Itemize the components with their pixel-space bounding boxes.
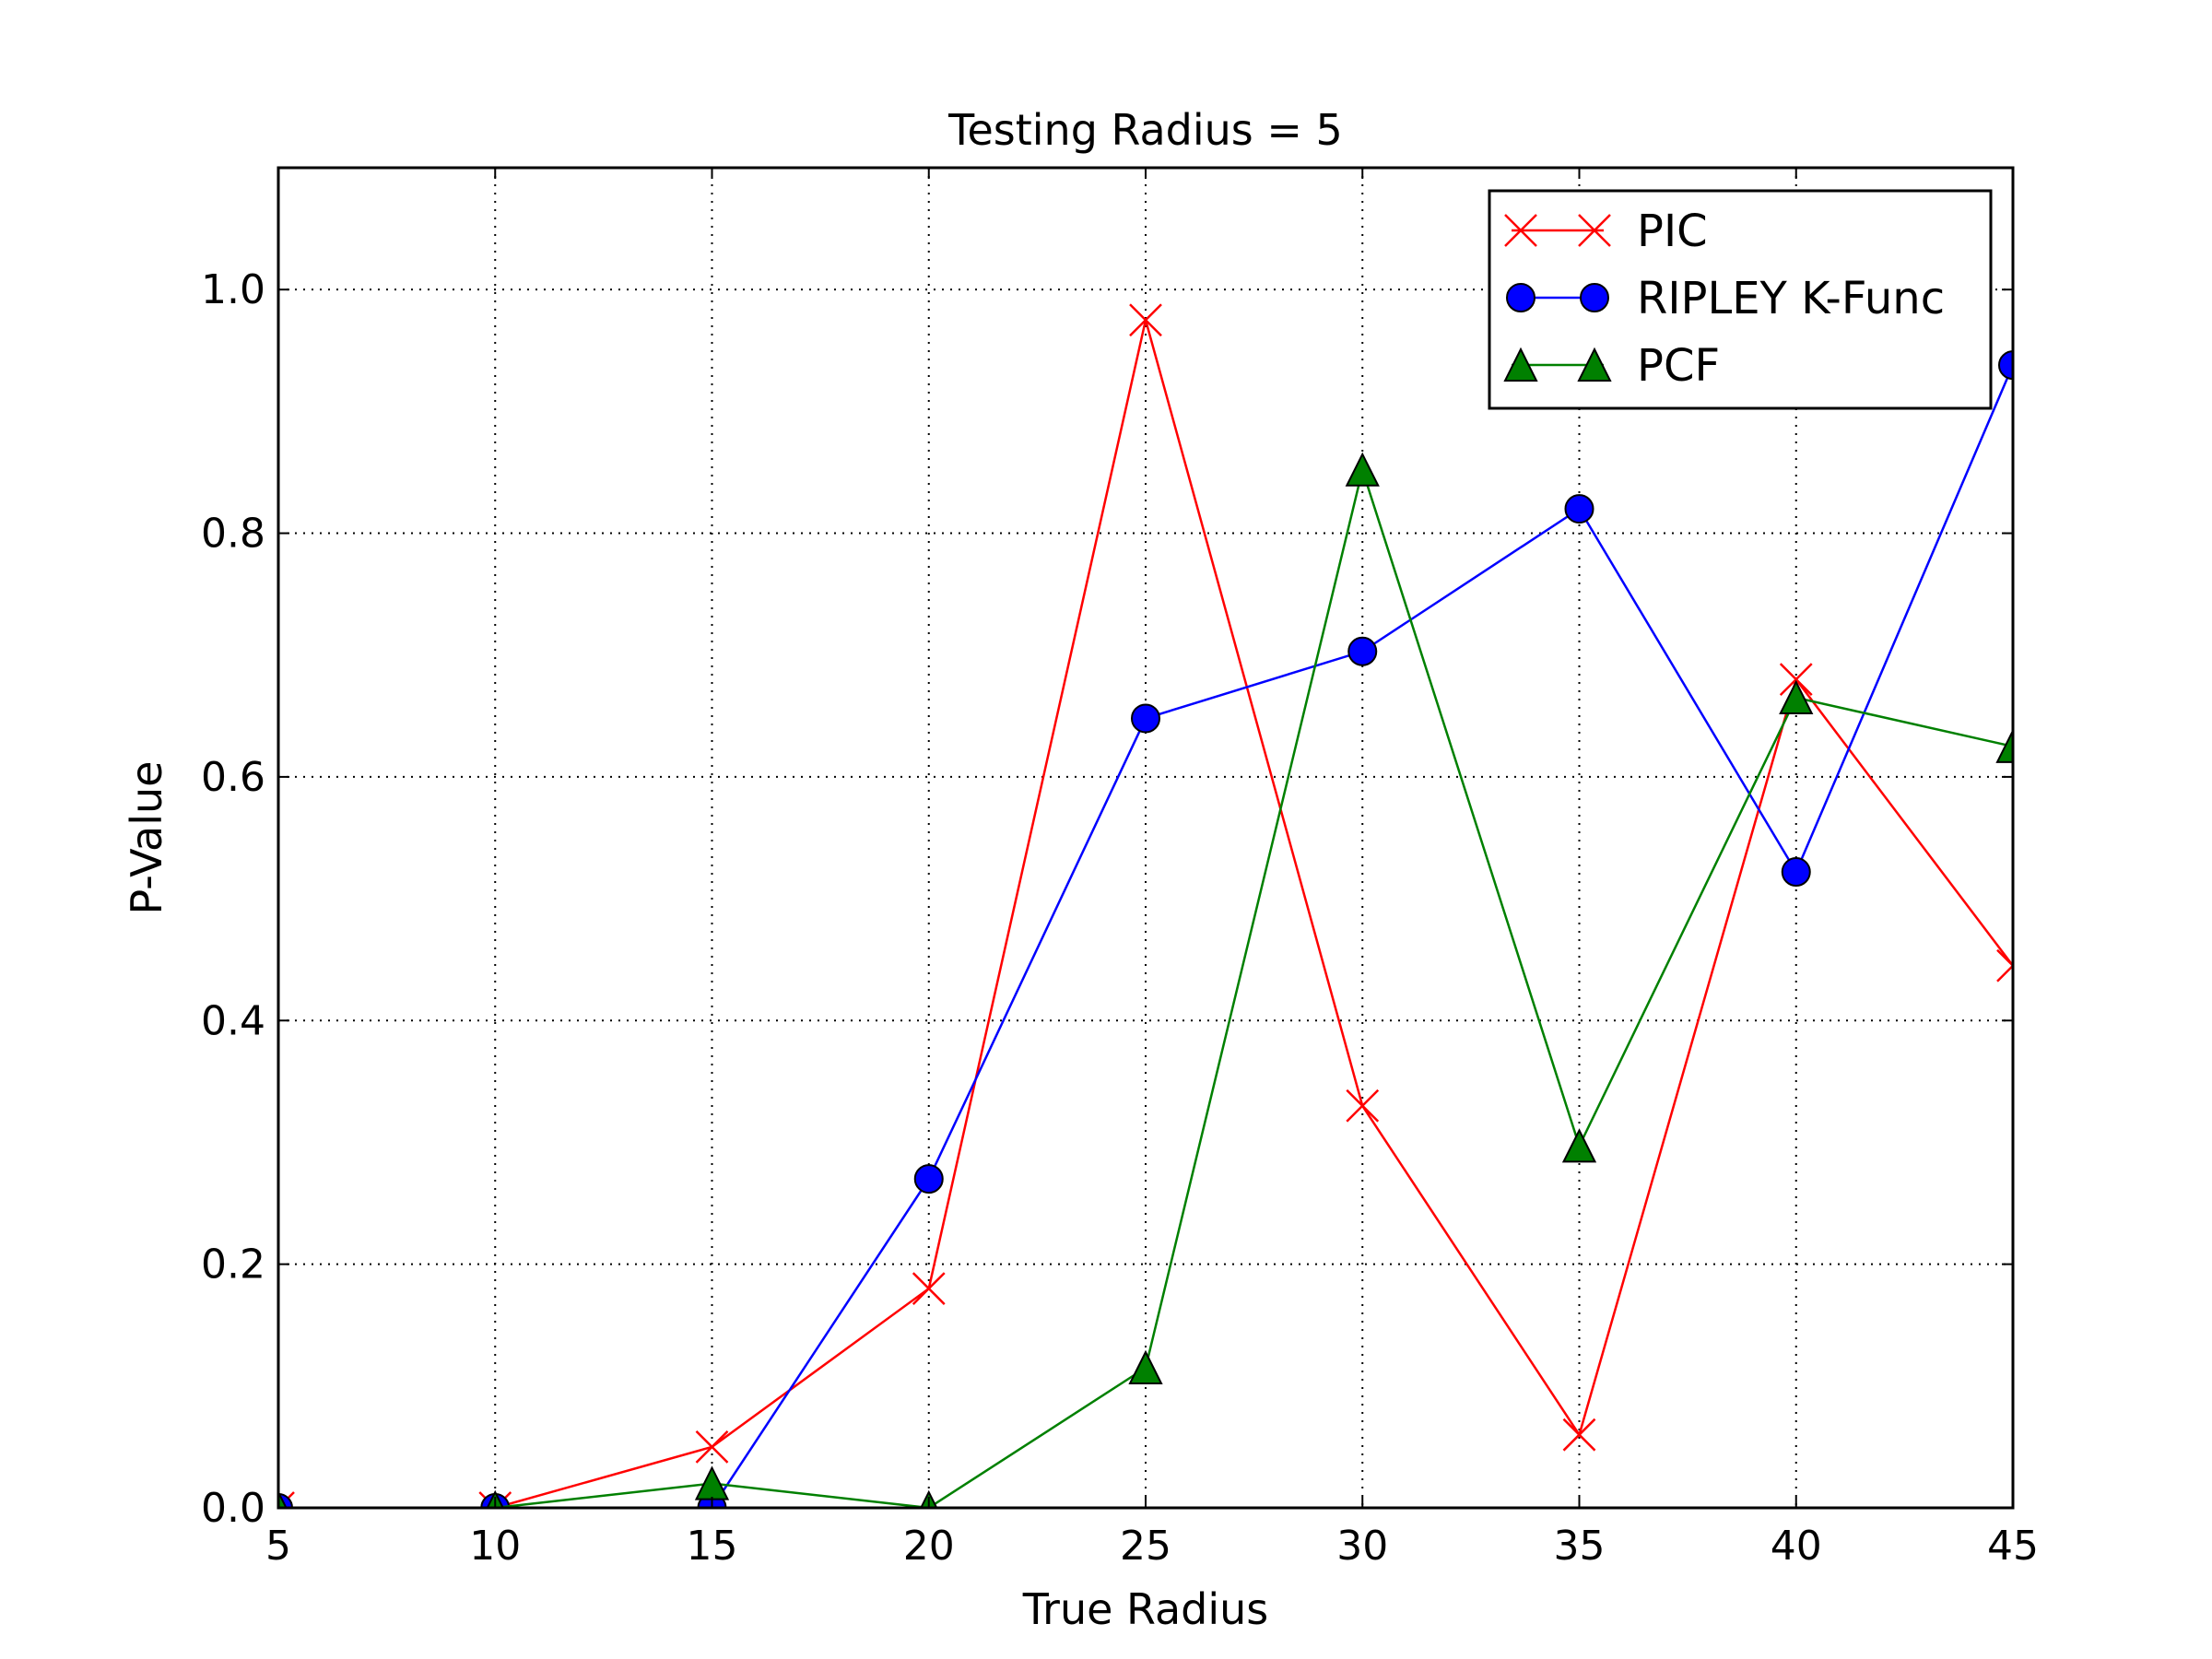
legend-marker-ripley-k-func [1580, 283, 1609, 312]
x-tick-label: 25 [1120, 1523, 1171, 1570]
x-tick-label: 15 [687, 1523, 738, 1570]
data-point-ripley-k-func [1347, 636, 1378, 666]
x-tick-label: 30 [1336, 1523, 1388, 1570]
data-point-pic [1129, 303, 1162, 337]
data-point-pcf [1995, 728, 2013, 763]
x-axis-label: True Radius [1022, 1584, 1269, 1634]
x-tick-label: 5 [265, 1523, 291, 1570]
y-tick-label: 0.8 [201, 511, 265, 558]
legend-marker-pcf [1503, 347, 1538, 382]
legend-marker-pcf [1577, 347, 1612, 382]
data-point-pcf [1345, 452, 1380, 487]
data-point-pic [1996, 948, 2013, 982]
y-tick-label: 0.2 [201, 1241, 265, 1288]
legend-marker-pic [1578, 214, 1611, 247]
data-point-pic [278, 1491, 295, 1508]
data-point-pcf [1128, 1349, 1163, 1384]
legend-label-pcf: PCF [1637, 340, 1720, 392]
legend-marker-pic [1504, 214, 1537, 247]
chart-title: Testing Radius = 5 [947, 105, 1343, 155]
y-tick-label: 0.4 [201, 997, 265, 1044]
legend-label-ripley-k-func: RIPLEY K-Func [1637, 273, 1945, 324]
data-point-pic [1779, 663, 1813, 697]
data-point-pic [912, 1272, 946, 1305]
x-tick-label: 35 [1554, 1523, 1606, 1570]
data-point-pcf [1779, 679, 1814, 714]
data-point-ripley-k-func [1998, 350, 2013, 381]
data-point-ripley-k-func [1131, 703, 1160, 734]
data-point-pic [1346, 1088, 1380, 1123]
legend: PIC RIPLEY K-Func PCF [1488, 189, 1993, 410]
data-point-ripley-k-func [1781, 857, 1811, 888]
x-tick-label: 45 [1987, 1523, 2039, 1570]
y-tick-label: 0.6 [201, 754, 265, 801]
data-point-ripley-k-func [913, 1164, 944, 1194]
data-point-ripley-k-func [1564, 494, 1594, 524]
data-point-pic [478, 1491, 512, 1508]
x-tick-label: 10 [469, 1523, 521, 1570]
x-tick-label: 40 [1771, 1523, 1822, 1570]
axis-ticks: 5 10 15 20 25 30 35 40 45 0.0 0.2 0.4 0.6 0.8 1.0 [201, 168, 2039, 1570]
legend-label-pic: PIC [1637, 206, 1708, 257]
y-tick-label: 1.0 [201, 266, 265, 313]
data-point-pcf [278, 1489, 288, 1508]
data-point-pic [1562, 1418, 1596, 1452]
x-tick-label: 20 [903, 1523, 955, 1570]
data-point-pcf [1561, 1128, 1597, 1163]
data-point-pic [695, 1430, 729, 1464]
y-tick-label: 0.0 [201, 1485, 265, 1532]
y-axis-label: P-Value [122, 761, 171, 915]
legend-marker-ripley-k-func [1506, 283, 1535, 312]
legend-box [1488, 189, 1993, 410]
